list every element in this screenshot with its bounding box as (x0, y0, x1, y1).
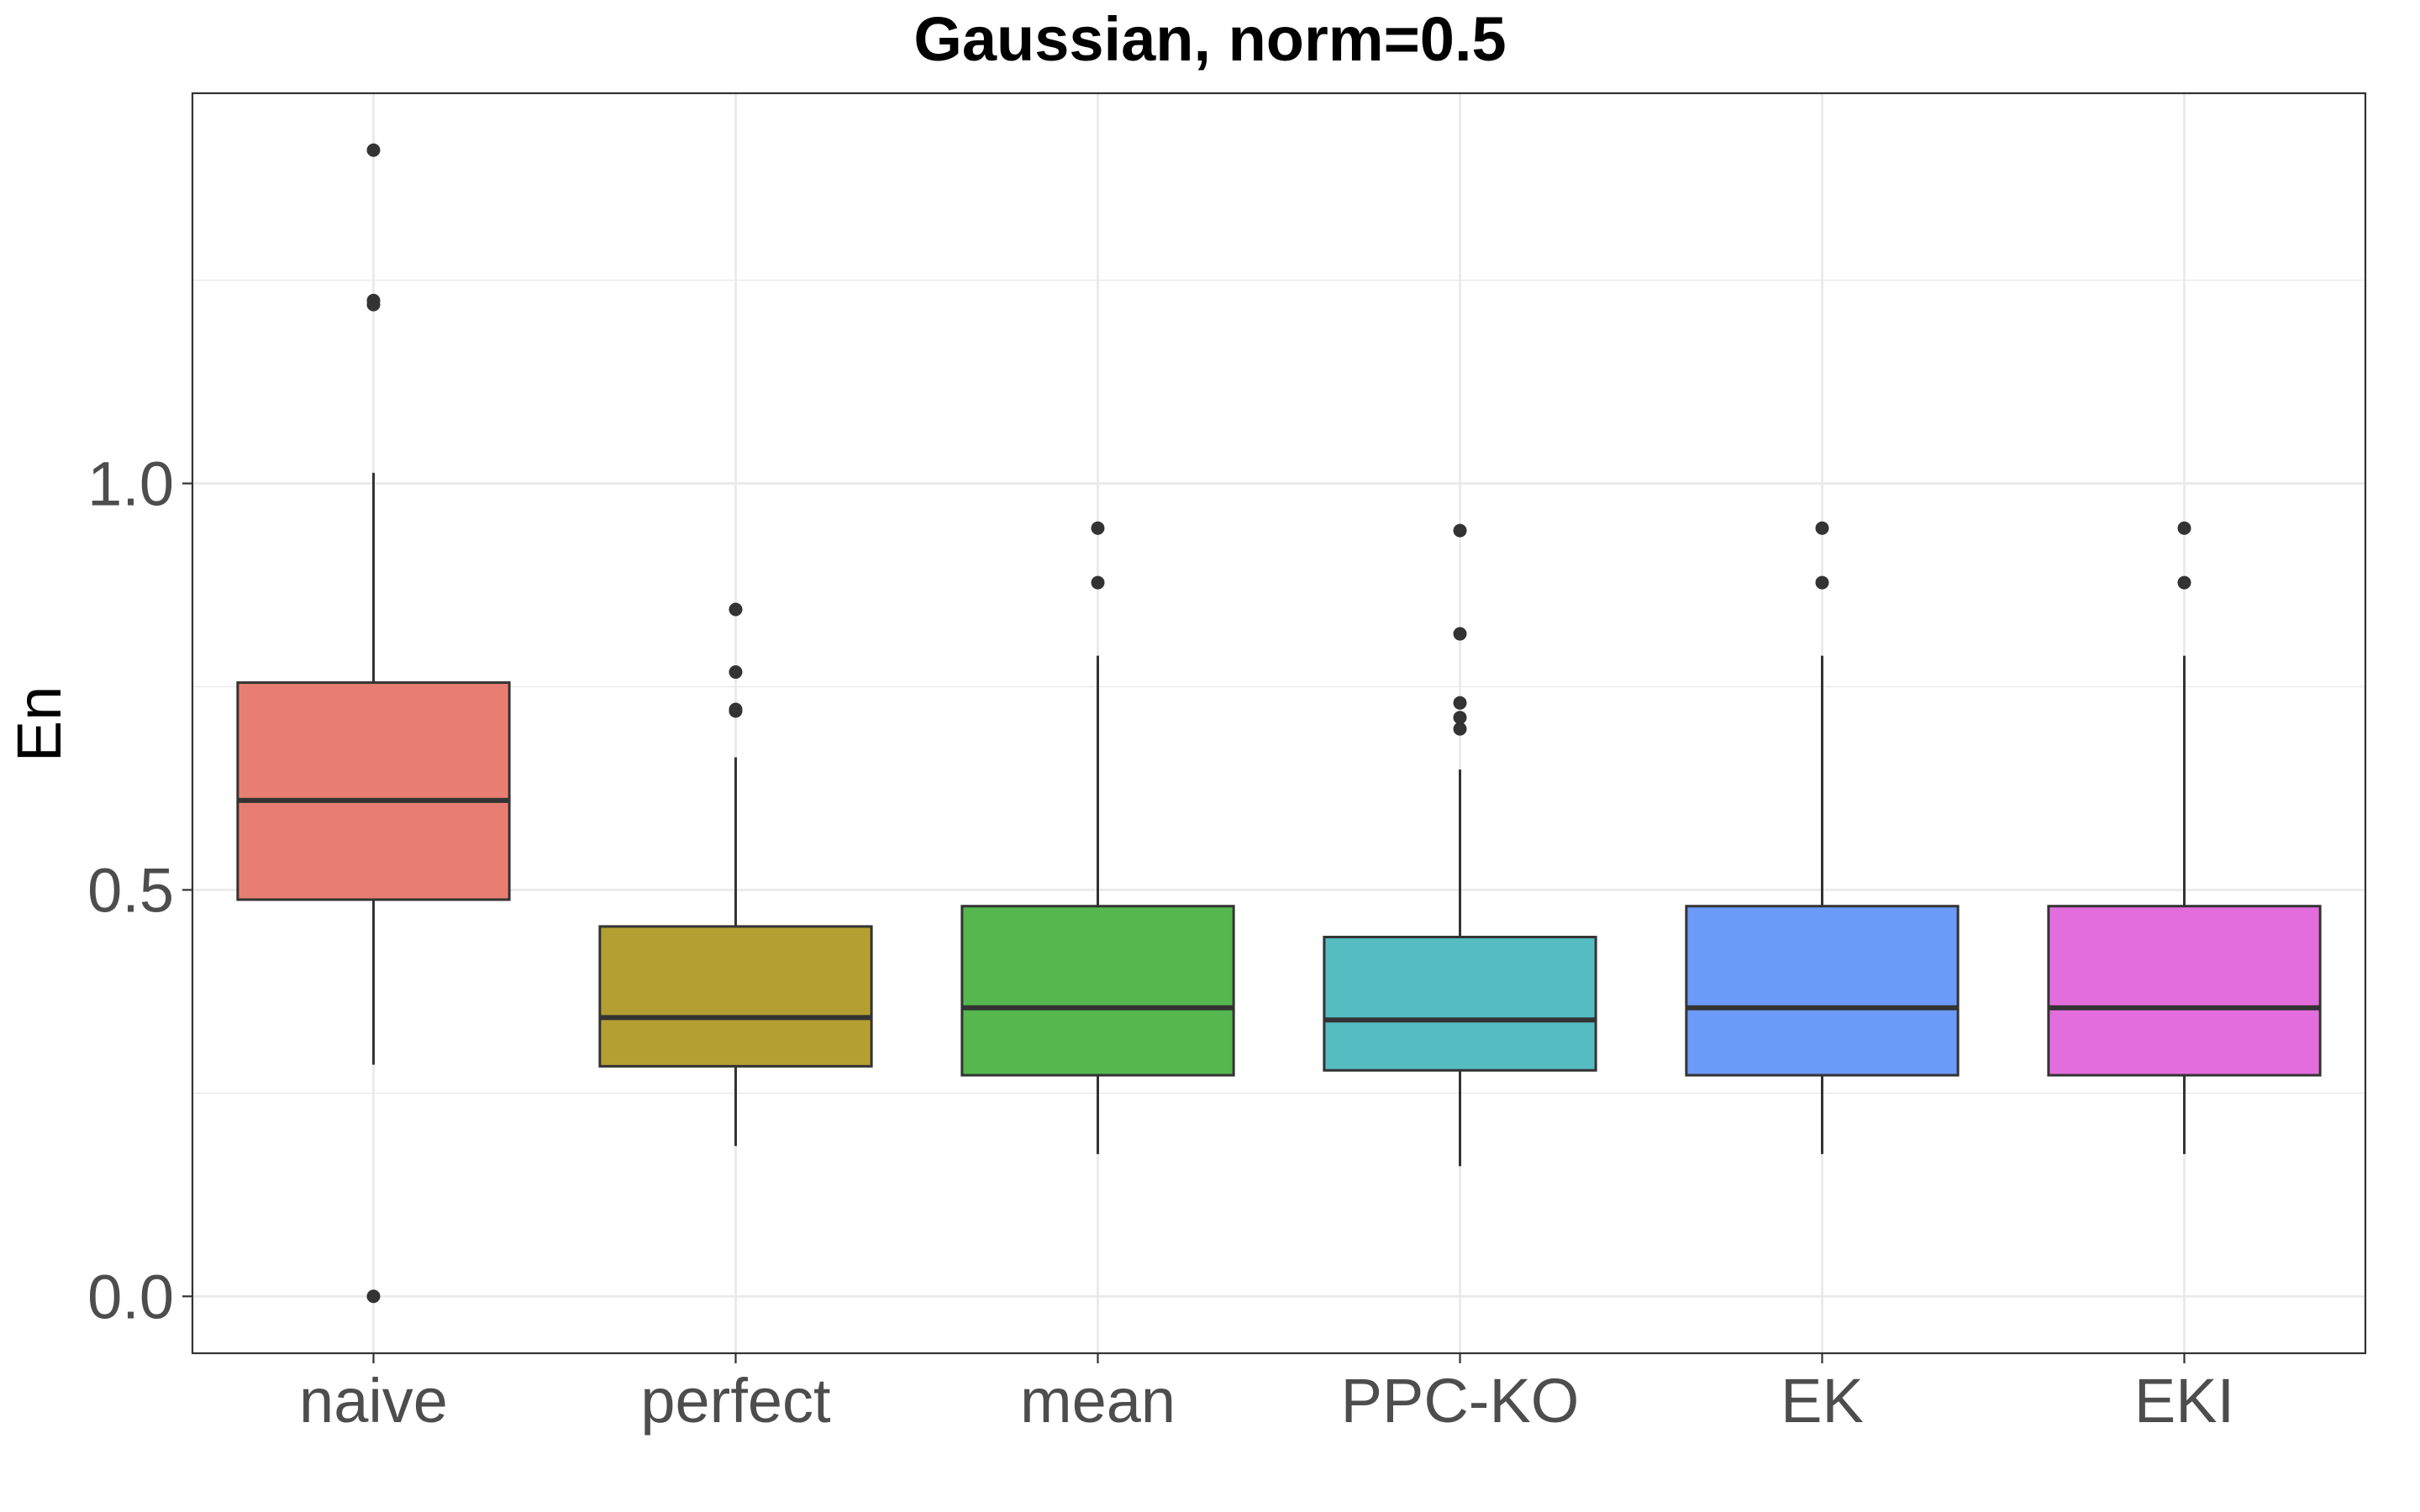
iqr-box (598, 925, 873, 1068)
outlier-point (2177, 575, 2191, 590)
iqr-box (960, 905, 1235, 1077)
plot-panel (192, 93, 2365, 1353)
x-tick-label: EK (1781, 1366, 1864, 1436)
iqr-box (2047, 905, 2322, 1077)
outlier-point (1453, 722, 1467, 736)
x-tick-label: mean (1020, 1366, 1176, 1436)
outlier-point (1815, 521, 1829, 535)
box-eki (2047, 521, 2322, 1154)
iqr-box (1685, 905, 1960, 1077)
box-mean (960, 521, 1235, 1154)
plot-panel-border (191, 92, 2367, 1355)
box-ek (1685, 521, 1960, 1154)
x-tick-label: EKI (2134, 1366, 2234, 1436)
iqr-box (1323, 936, 1597, 1072)
outlier-point (729, 665, 743, 680)
box-series (236, 143, 2322, 1304)
outlier-point (1453, 711, 1467, 725)
x-tick-label: perfect (640, 1366, 831, 1436)
outlier-point (729, 602, 743, 617)
outlier-point (1091, 521, 1105, 535)
box-perfect (598, 602, 873, 1147)
outlier-point (1453, 696, 1467, 710)
box-naive (236, 143, 511, 1304)
chart-title: Gaussian, norm=0.5 (913, 4, 1506, 74)
x-axis-ticks: naive perfect mean PPC-KO EK EKI (299, 1353, 2234, 1436)
outlier-point (1453, 627, 1467, 641)
x-tick-label: PPC-KO (1341, 1366, 1580, 1436)
box-ppc-ko (1323, 523, 1597, 1167)
y-tick-label: 0.0 (87, 1262, 174, 1331)
outlier-point (366, 143, 381, 157)
outlier-point (1091, 575, 1105, 590)
x-tick-label: naive (299, 1366, 448, 1436)
outlier-point (729, 702, 743, 717)
outlier-point (366, 1289, 381, 1304)
y-tick-label: 0.5 (87, 855, 174, 925)
outlier-point (1453, 523, 1467, 538)
outlier-point (1815, 575, 1829, 590)
y-tick-label: 1.0 (87, 449, 174, 519)
outlier-point (366, 293, 381, 307)
y-axis-label: En (4, 686, 74, 763)
iqr-box (236, 681, 511, 901)
y-axis-ticks: 0.0 0.5 1.0 (87, 449, 192, 1331)
outlier-point (2177, 521, 2191, 535)
